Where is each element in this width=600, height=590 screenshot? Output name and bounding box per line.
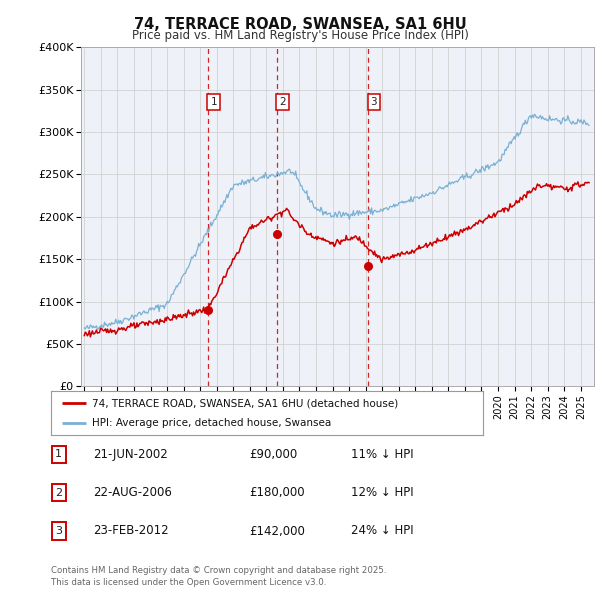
Text: 3: 3 — [370, 97, 377, 107]
Text: 74, TERRACE ROAD, SWANSEA, SA1 6HU (detached house): 74, TERRACE ROAD, SWANSEA, SA1 6HU (deta… — [92, 398, 398, 408]
Text: HPI: Average price, detached house, Swansea: HPI: Average price, detached house, Swan… — [92, 418, 331, 428]
Text: 21-JUN-2002: 21-JUN-2002 — [93, 448, 168, 461]
Text: £142,000: £142,000 — [249, 525, 305, 537]
Text: Price paid vs. HM Land Registry's House Price Index (HPI): Price paid vs. HM Land Registry's House … — [131, 30, 469, 42]
Text: 2: 2 — [55, 488, 62, 497]
Text: 12% ↓ HPI: 12% ↓ HPI — [351, 486, 413, 499]
Text: 22-AUG-2006: 22-AUG-2006 — [93, 486, 172, 499]
Text: 11% ↓ HPI: 11% ↓ HPI — [351, 448, 413, 461]
Text: 1: 1 — [211, 97, 217, 107]
Text: 24% ↓ HPI: 24% ↓ HPI — [351, 525, 413, 537]
Text: £180,000: £180,000 — [249, 486, 305, 499]
Text: 3: 3 — [55, 526, 62, 536]
Text: 23-FEB-2012: 23-FEB-2012 — [93, 525, 169, 537]
Text: 2: 2 — [280, 97, 286, 107]
Text: 74, TERRACE ROAD, SWANSEA, SA1 6HU: 74, TERRACE ROAD, SWANSEA, SA1 6HU — [134, 17, 466, 31]
Text: £90,000: £90,000 — [249, 448, 297, 461]
Text: 1: 1 — [55, 450, 62, 459]
Text: Contains HM Land Registry data © Crown copyright and database right 2025.
This d: Contains HM Land Registry data © Crown c… — [51, 566, 386, 587]
